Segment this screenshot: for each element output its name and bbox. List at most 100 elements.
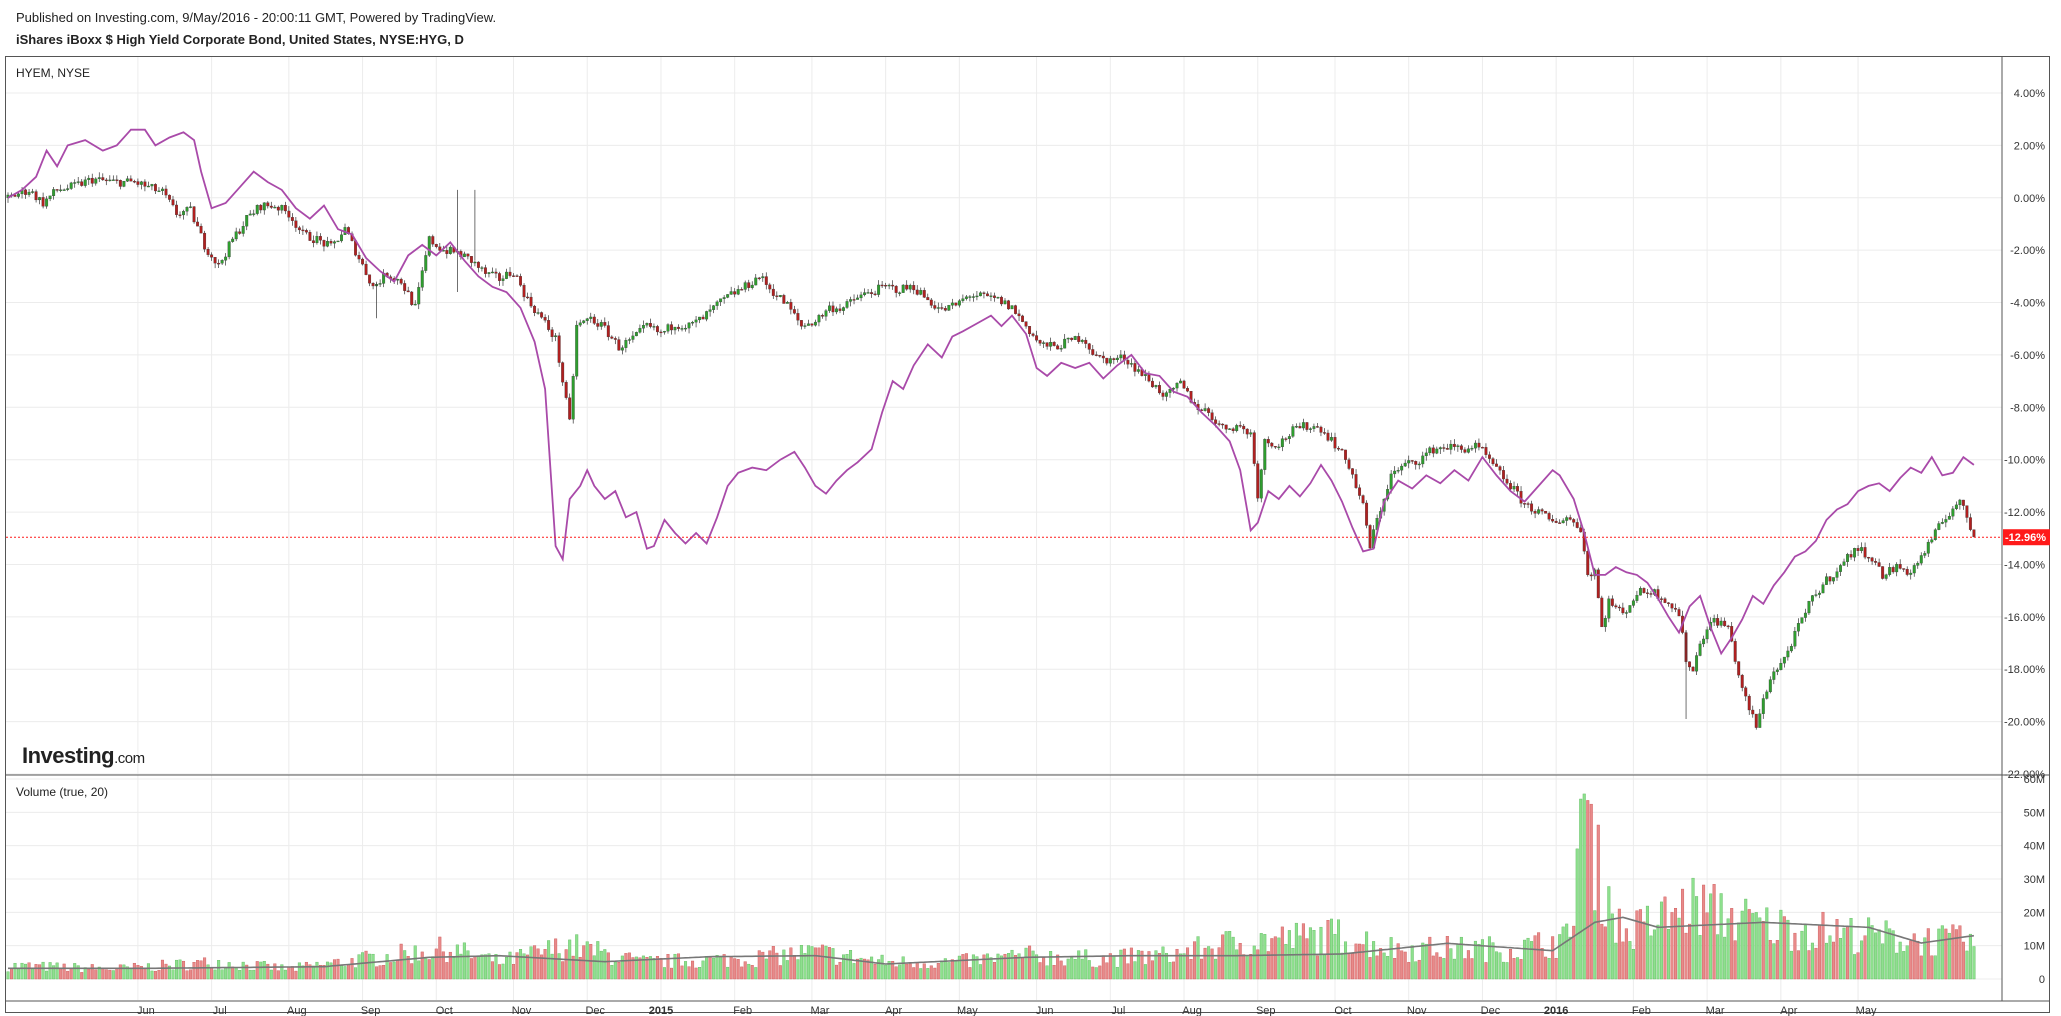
candle-body — [747, 282, 751, 288]
candle-body — [1449, 443, 1453, 450]
candle-body — [975, 295, 979, 298]
candle-body — [968, 296, 972, 298]
candle-body — [856, 297, 860, 300]
candle-body — [480, 267, 484, 269]
candle-body — [1930, 539, 1934, 543]
candle-body — [1512, 486, 1516, 490]
volume-bar — [540, 954, 544, 980]
volume-bar — [143, 968, 147, 980]
volume-bar — [1691, 877, 1695, 980]
volume-bar — [631, 957, 635, 980]
volume-bar — [125, 966, 129, 980]
volume-bar — [1688, 923, 1692, 980]
candle-body — [1337, 447, 1340, 450]
candle-body — [1926, 541, 1930, 554]
candle-body — [708, 309, 712, 312]
candle-body — [1028, 326, 1032, 335]
volume-bar — [698, 967, 702, 980]
volume-bar — [1017, 953, 1021, 980]
candle-body — [1832, 577, 1835, 582]
candle-body — [821, 315, 824, 317]
candle-body — [1596, 569, 1600, 599]
candle-body — [1705, 629, 1709, 640]
volume-bar — [1056, 954, 1060, 980]
volume-bar — [1344, 941, 1348, 980]
volume-bar — [624, 953, 628, 980]
volume-bar — [1674, 908, 1678, 980]
volume-bar — [164, 963, 168, 980]
volume-bar — [1094, 967, 1098, 980]
candle-body — [1410, 460, 1414, 462]
candle-body — [1530, 503, 1534, 512]
candle-body — [554, 335, 558, 338]
candle-body — [45, 198, 49, 207]
candle-body — [1572, 519, 1576, 523]
candle-body — [1263, 439, 1267, 470]
volume-bar — [1905, 945, 1909, 980]
volume-bar — [508, 951, 512, 980]
volume-bar — [905, 963, 909, 980]
volume-bar — [533, 945, 537, 980]
candle-body — [357, 254, 361, 260]
candle-body — [1561, 520, 1565, 524]
candle-body — [1063, 338, 1067, 349]
volume-bar — [536, 948, 540, 980]
candle-body — [1789, 646, 1793, 652]
volume-bar — [1189, 959, 1193, 980]
candle-body — [1933, 529, 1937, 540]
candle-body — [1108, 358, 1112, 364]
volume-bar — [715, 955, 719, 980]
volume-bar — [1480, 939, 1484, 980]
volume-bar — [1884, 920, 1888, 980]
volume-bar — [153, 970, 157, 980]
volume-bar — [389, 962, 393, 980]
volume-bar — [487, 953, 491, 980]
candle-body — [652, 326, 656, 328]
candle-body — [245, 215, 249, 227]
volume-bar — [1709, 893, 1713, 980]
volume-bar — [754, 967, 758, 980]
candle-body — [1779, 662, 1783, 671]
x-tick-label: Mar — [810, 1005, 829, 1016]
candle-body — [55, 189, 59, 191]
volume-bar — [1856, 952, 1860, 980]
volume-bar — [378, 965, 382, 980]
candle-body — [1719, 620, 1723, 626]
candle-body — [1905, 568, 1909, 575]
candle-body — [227, 241, 231, 258]
candle-body — [203, 232, 207, 250]
volume-bar — [1375, 955, 1379, 980]
candle-body — [185, 207, 189, 212]
volume-bar — [1860, 940, 1864, 980]
volume-bar — [1572, 925, 1576, 980]
volume-tick-label: 10M — [2024, 941, 2045, 953]
volume-bar — [680, 965, 684, 980]
candle-body — [1119, 354, 1123, 359]
candle-body — [1249, 432, 1253, 435]
candle-body — [1888, 567, 1892, 575]
volume-bar — [1136, 950, 1140, 980]
candle-body — [1217, 423, 1221, 425]
candle-body — [859, 294, 863, 299]
volume-bar — [1614, 942, 1618, 980]
volume-bar — [269, 969, 273, 980]
volume-bar — [1877, 929, 1881, 980]
volume-bar — [891, 961, 895, 980]
candle-body — [1600, 597, 1604, 628]
volume-bar — [1143, 964, 1147, 980]
candle-body — [199, 225, 203, 234]
candle-body — [610, 336, 614, 339]
volume-bar — [1523, 939, 1527, 980]
candle-body — [494, 271, 498, 274]
candle-body — [1803, 612, 1807, 618]
candle-body — [1087, 343, 1091, 350]
volume-bar — [1070, 957, 1074, 980]
candle-body — [508, 271, 512, 276]
candle-body — [1649, 593, 1653, 595]
candle-body — [13, 194, 17, 197]
candle-body — [870, 292, 874, 295]
volume-bar — [1214, 958, 1218, 980]
candle-body — [1607, 598, 1611, 619]
candle-body — [146, 185, 150, 188]
